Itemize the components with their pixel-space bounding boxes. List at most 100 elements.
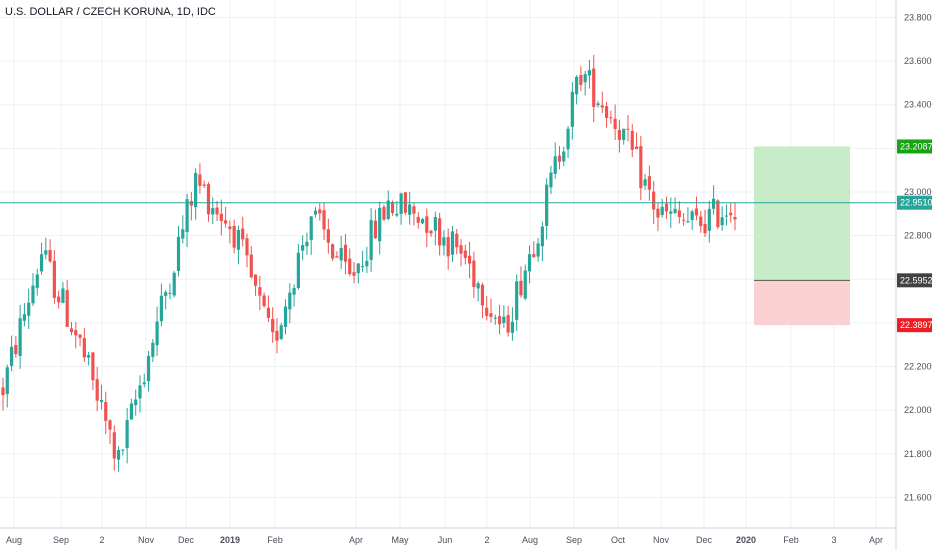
candle-body [686,221,690,223]
candle [643,173,647,191]
candle-body [716,200,720,228]
candle [699,211,703,233]
candle [399,192,403,225]
candle-body [433,217,437,231]
candle-body [318,209,322,214]
candle [540,221,544,262]
candle [168,283,172,300]
candle-body [258,287,262,296]
candle-body [566,128,570,150]
candle-body [134,399,138,406]
candle-body [78,334,82,338]
candle-body [159,295,163,322]
candle [634,132,639,150]
candle-body [198,174,202,186]
candle [545,178,549,240]
x-tick-label: Dec [178,535,195,545]
candle-body [386,200,390,220]
candle-body [703,223,707,234]
candle [5,364,9,408]
candle [438,212,442,256]
candle [557,146,562,170]
candle [228,220,232,244]
target-zone[interactable] [754,146,850,281]
candle-body [412,206,416,214]
candle-body [527,254,532,272]
x-tick-label: Sep [566,535,582,545]
candle-body [613,118,617,129]
candle [532,241,536,258]
x-tick-label: Apr [869,535,883,545]
candle-body [194,172,198,208]
candle [95,366,99,412]
candle [716,199,720,230]
candle [309,215,313,256]
candle [502,305,506,328]
candle-body [288,292,292,310]
candle [22,303,27,327]
candle-body [211,208,215,215]
candle-body [647,176,651,190]
candle-body [82,338,86,358]
candle-body [168,292,172,294]
candle [236,225,241,265]
price-badge-target: 23.2087 [897,139,932,154]
candle-body [146,355,151,382]
y-tick-label: 23.8000 [904,12,932,22]
candle-body [266,307,271,318]
y-tick-label: 23.0000 [904,187,932,197]
candle [99,384,104,410]
candle [630,123,634,158]
candle [365,246,369,273]
candle [275,318,279,354]
candle-body [596,103,600,106]
x-tick-label: Dec [696,535,713,545]
candle [172,270,176,298]
price-badge-entry: 22.5952 [897,273,932,288]
candle-body [48,250,52,262]
candle-body [369,220,373,261]
candle-body [622,128,626,140]
candle [656,202,660,232]
candle-body [399,193,403,214]
candle [497,304,502,335]
candle [467,241,472,279]
candle [343,233,348,275]
candle-body [138,385,142,399]
candle-body [95,379,99,401]
candle [609,110,613,124]
candle-body [673,208,677,213]
candle-body [223,220,228,224]
candle [198,163,202,194]
candle-body [356,263,360,274]
candle-body [27,302,31,316]
candle-body [52,260,56,298]
candle [138,375,142,413]
candle-body [69,328,74,333]
candle-body [476,283,480,289]
candle [519,266,523,298]
price-badge-bg [897,273,932,288]
candle [262,292,266,308]
candle-body [57,296,61,303]
candle [583,70,587,96]
x-tick-label: Jun [438,535,453,545]
candle [348,248,352,277]
candle-body [283,306,288,327]
candle [339,235,343,270]
candle-body [583,74,587,83]
candle-body [301,245,305,251]
x-tick-label: Aug [522,535,538,545]
candle-body [35,274,39,288]
candle [506,305,510,337]
stop-zone[interactable] [754,280,850,326]
candle-body [155,321,159,346]
candle-body [382,206,386,220]
candle-body [579,74,583,85]
candle [296,243,300,290]
candle-body [540,226,544,247]
price-badge-bg [897,318,932,333]
candle-body [480,284,485,306]
